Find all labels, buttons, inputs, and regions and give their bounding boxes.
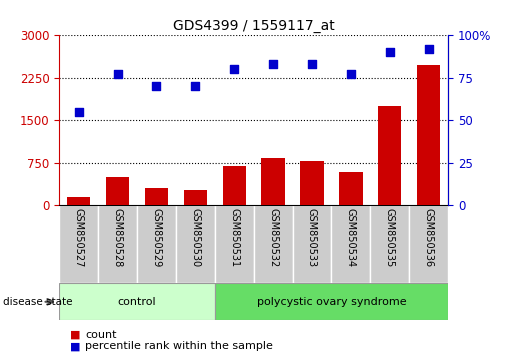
Bar [215,205,253,283]
Bar [300,161,323,205]
Point [386,50,394,55]
Text: disease state: disease state [3,297,72,307]
Text: ■: ■ [70,341,80,351]
Bar [145,188,168,205]
Point [347,72,355,77]
Text: GSM850532: GSM850532 [268,208,278,267]
Bar [378,106,401,205]
Bar [339,172,363,205]
Point [75,109,83,115]
Text: GSM850529: GSM850529 [151,208,161,267]
Bar [59,205,98,283]
Point [269,62,277,67]
Bar [98,205,137,283]
Text: control: control [117,297,157,307]
Bar [215,283,448,320]
Point [424,46,433,52]
Text: GSM850533: GSM850533 [307,208,317,267]
Bar [409,205,448,283]
Bar [106,177,129,205]
Bar [253,205,293,283]
Bar [417,65,440,205]
Text: GSM850535: GSM850535 [385,208,394,267]
Bar [262,158,285,205]
Text: GSM850527: GSM850527 [74,208,83,267]
Text: count: count [85,330,116,339]
Bar [176,205,215,283]
Point [113,72,122,77]
Text: GSM850528: GSM850528 [113,208,123,267]
Title: GDS4399 / 1559117_at: GDS4399 / 1559117_at [173,19,335,33]
Bar [137,205,176,283]
Text: GSM850530: GSM850530 [191,208,200,267]
Point [308,62,316,67]
Point [230,67,238,72]
Bar [67,197,90,205]
Bar [222,166,246,205]
Text: polycystic ovary syndrome: polycystic ovary syndrome [256,297,406,307]
Text: GSM850534: GSM850534 [346,208,356,267]
Point [191,84,199,89]
Text: ■: ■ [70,330,80,339]
Text: GSM850536: GSM850536 [424,208,434,267]
Text: GSM850531: GSM850531 [229,208,239,267]
Point [152,84,161,89]
Text: percentile rank within the sample: percentile rank within the sample [85,341,273,351]
Bar [59,283,215,320]
Bar [370,205,409,283]
Bar [184,190,207,205]
Bar [293,205,332,283]
Bar [332,205,370,283]
